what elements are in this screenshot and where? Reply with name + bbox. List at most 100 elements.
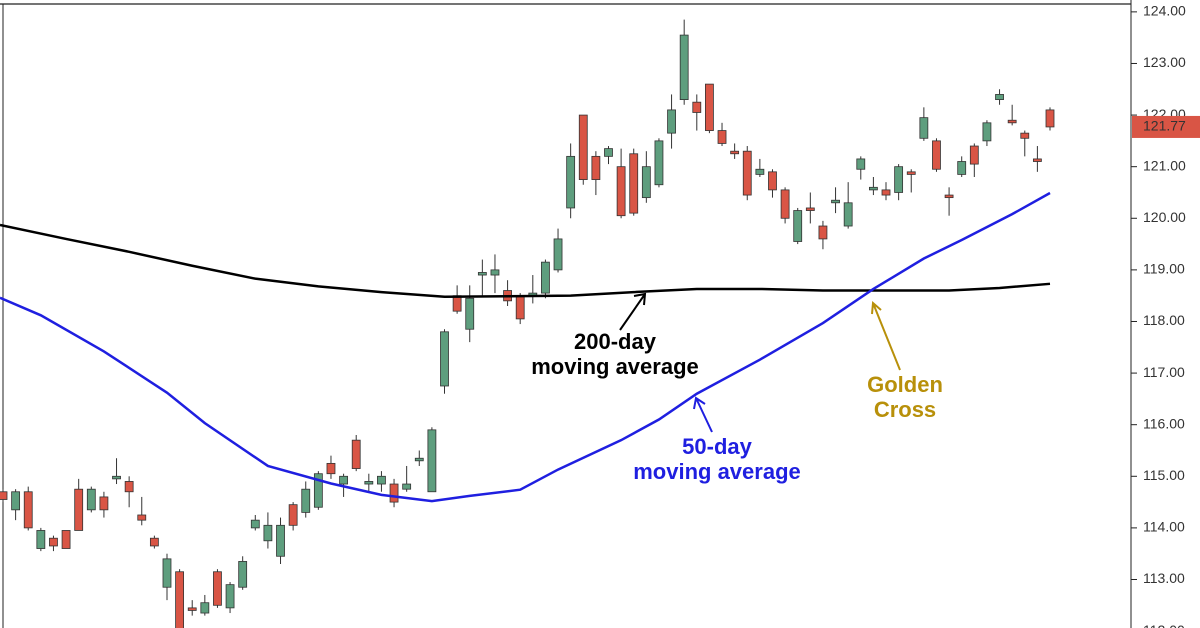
candle-body bbox=[679, 34, 689, 100]
candle-body bbox=[541, 261, 550, 294]
candle-body bbox=[124, 481, 134, 493]
candle-body bbox=[149, 537, 159, 547]
candle-body bbox=[831, 199, 840, 204]
candle-body bbox=[11, 491, 21, 511]
candle-body bbox=[1032, 158, 1042, 162]
y-tick-label: 121.00 bbox=[1143, 157, 1186, 173]
candle-body bbox=[995, 94, 1004, 100]
last-price-label: 121.77 bbox=[1143, 118, 1186, 134]
candle-body bbox=[667, 109, 676, 134]
arrow bbox=[871, 300, 901, 371]
candle-body bbox=[881, 189, 891, 196]
candle-body bbox=[313, 473, 323, 508]
y-tick-label: 115.00 bbox=[1143, 467, 1185, 483]
last-price-box bbox=[1132, 115, 1200, 138]
annotation-ma50: 50-day bbox=[682, 434, 752, 459]
candle-body bbox=[805, 207, 815, 211]
candle-body bbox=[389, 483, 399, 503]
candle-body bbox=[263, 524, 273, 542]
candle-body bbox=[730, 150, 740, 155]
candle-body bbox=[225, 584, 235, 609]
candle-body bbox=[591, 155, 601, 180]
candle-body bbox=[452, 295, 462, 312]
candle-body bbox=[982, 122, 992, 142]
annotations: 200-day moving average 50-day moving ave… bbox=[531, 292, 943, 484]
candle-body bbox=[36, 530, 46, 549]
candle-body bbox=[705, 83, 714, 131]
y-tick-label: 114.00 bbox=[1143, 519, 1185, 535]
candle-body bbox=[427, 429, 437, 493]
candle-body bbox=[477, 272, 487, 276]
candle-body bbox=[440, 331, 449, 387]
candle-body bbox=[326, 462, 336, 475]
candle-body bbox=[162, 558, 172, 588]
candle-body bbox=[74, 488, 84, 531]
annotation-cross: Cross bbox=[874, 397, 936, 422]
candle-body bbox=[377, 475, 386, 485]
candle-body bbox=[641, 166, 651, 199]
candle-body bbox=[629, 153, 639, 214]
candle-body bbox=[49, 537, 58, 547]
candle-body bbox=[868, 186, 878, 191]
candle-body bbox=[86, 488, 96, 511]
candles bbox=[0, 19, 1055, 628]
candle-body bbox=[490, 269, 500, 276]
candle-body bbox=[301, 488, 311, 513]
candle-body bbox=[906, 171, 916, 175]
candle-body bbox=[0, 491, 8, 500]
y-tick-label: 124.00 bbox=[1143, 3, 1186, 19]
candle-body bbox=[654, 140, 664, 186]
candle-body bbox=[919, 117, 929, 139]
candle-body bbox=[175, 571, 185, 628]
y-tick-label: 120.00 bbox=[1143, 209, 1186, 225]
y-tick-label: 119.00 bbox=[1143, 261, 1185, 277]
candle-body bbox=[566, 155, 576, 209]
candle-body bbox=[1007, 119, 1017, 124]
candle-body bbox=[276, 524, 285, 557]
candle-body bbox=[944, 194, 954, 199]
candle-body bbox=[515, 295, 525, 320]
candle-body bbox=[717, 130, 727, 144]
candle-body bbox=[414, 457, 424, 462]
y-tick-label: 112.00 bbox=[1143, 622, 1185, 628]
y-tick-label: 123.00 bbox=[1143, 54, 1186, 70]
candle-body bbox=[793, 210, 803, 242]
candle-body bbox=[1020, 132, 1030, 139]
candle-body bbox=[755, 168, 765, 175]
candle-body bbox=[351, 439, 361, 469]
annotation-ma50: moving average bbox=[633, 459, 801, 484]
candle-body bbox=[553, 238, 563, 271]
y-tick-label: 117.00 bbox=[1143, 364, 1185, 380]
candle-body bbox=[957, 161, 967, 175]
y-tick-label: 113.00 bbox=[1143, 570, 1185, 586]
arrow bbox=[619, 292, 647, 331]
candle-body bbox=[604, 148, 613, 157]
candle-body bbox=[465, 297, 475, 330]
candle-body bbox=[843, 202, 853, 227]
candle-body bbox=[288, 504, 298, 526]
candle-body bbox=[23, 491, 33, 529]
candle-body bbox=[768, 171, 777, 191]
candle-body bbox=[250, 519, 260, 529]
annotation-cross: Golden bbox=[867, 372, 943, 397]
y-tick-label: 116.00 bbox=[1143, 415, 1185, 431]
candle-body bbox=[894, 166, 904, 193]
arrow bbox=[693, 396, 713, 433]
annotation-ma200: 200-day bbox=[574, 329, 657, 354]
candle-body bbox=[339, 475, 348, 485]
candle-body bbox=[856, 158, 866, 170]
candle-body bbox=[364, 481, 374, 485]
candle-body bbox=[137, 514, 147, 521]
candle-body bbox=[402, 483, 412, 490]
candle-body bbox=[99, 496, 109, 511]
annotation-ma200: moving average bbox=[531, 354, 699, 379]
candle-body bbox=[932, 140, 941, 170]
candle-body bbox=[200, 602, 210, 614]
candle-body bbox=[692, 101, 702, 113]
candle-body bbox=[780, 189, 790, 219]
candle-body bbox=[187, 607, 197, 611]
candle-body bbox=[742, 150, 752, 196]
candle-body bbox=[213, 571, 222, 606]
candle-body bbox=[616, 166, 626, 217]
